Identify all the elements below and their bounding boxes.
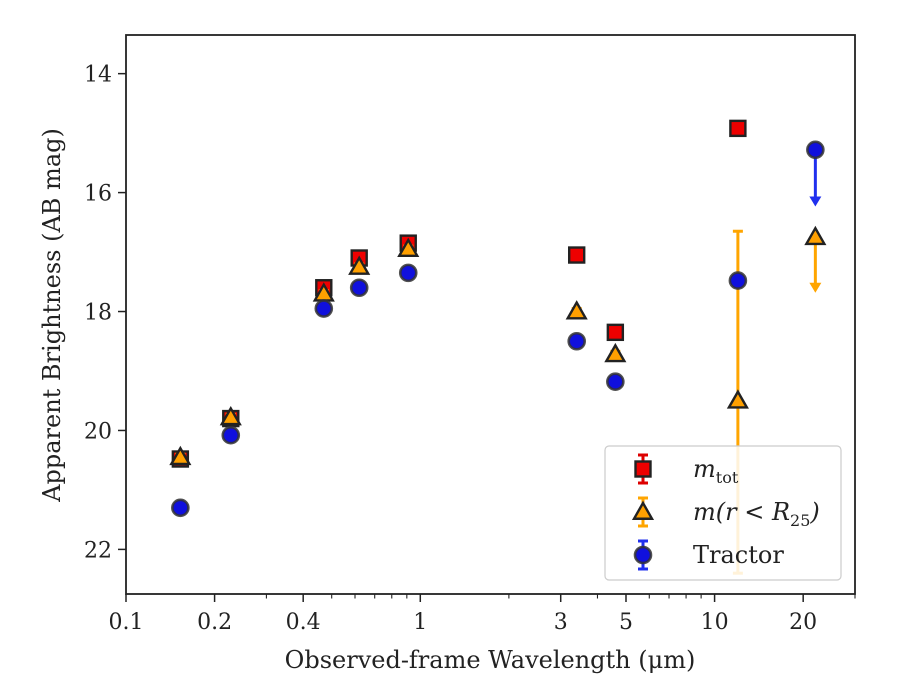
plot-frame bbox=[125, 34, 856, 595]
triangle-marker bbox=[804, 225, 827, 246]
y-tick-label: 14 bbox=[84, 63, 112, 88]
triangle-marker bbox=[219, 405, 242, 426]
circle-marker bbox=[567, 331, 587, 351]
upper-limit-arrowhead bbox=[809, 196, 822, 207]
circle-marker bbox=[728, 271, 748, 290]
triangle-marker bbox=[348, 255, 371, 275]
data-points bbox=[169, 119, 827, 575]
square-marker bbox=[729, 119, 747, 138]
triangle-marker bbox=[726, 389, 749, 409]
x-tick-label: 10 bbox=[701, 610, 729, 635]
x-tick-label: 0.2 bbox=[197, 610, 232, 635]
data-point bbox=[397, 237, 420, 258]
x-tick-label: 3 bbox=[554, 610, 568, 635]
legend-entry: mtot bbox=[634, 453, 739, 487]
data-point bbox=[314, 299, 334, 318]
x-tick-label: 5 bbox=[619, 610, 633, 635]
data-point bbox=[728, 271, 748, 290]
triangle-marker bbox=[631, 500, 655, 520]
point-marker bbox=[349, 278, 369, 298]
legend-marker bbox=[631, 500, 655, 520]
point-marker bbox=[726, 389, 749, 409]
data-point bbox=[604, 342, 627, 363]
point-marker bbox=[567, 331, 587, 351]
y-tick-label: 20 bbox=[84, 419, 112, 444]
legend-marker bbox=[633, 545, 653, 565]
data-point bbox=[606, 323, 625, 342]
point-marker bbox=[606, 372, 625, 391]
data-point bbox=[348, 255, 371, 275]
data-point bbox=[398, 263, 418, 283]
legend-label: mtot bbox=[693, 455, 739, 487]
square-marker bbox=[568, 246, 586, 264]
point-marker bbox=[606, 323, 625, 342]
x-tick-label: 0.1 bbox=[109, 610, 144, 635]
point-marker bbox=[398, 263, 418, 283]
legend-marker bbox=[634, 460, 652, 478]
point-marker bbox=[806, 140, 825, 160]
x-tick-label: 0.4 bbox=[286, 610, 321, 635]
data-point bbox=[729, 119, 747, 138]
data-point bbox=[804, 225, 827, 293]
data-point bbox=[606, 372, 625, 391]
data-point bbox=[806, 140, 825, 207]
point-marker bbox=[804, 225, 827, 246]
triangle-marker bbox=[604, 342, 627, 363]
y-tick-label: 18 bbox=[84, 301, 112, 326]
data-point bbox=[169, 445, 192, 466]
series-mtot bbox=[171, 119, 747, 468]
data-point bbox=[568, 246, 586, 264]
triangle-marker bbox=[397, 237, 420, 258]
x-tick-label: 1 bbox=[413, 610, 427, 635]
legend-entry: m(r < R25) bbox=[631, 496, 820, 530]
square-marker bbox=[606, 323, 625, 342]
point-marker bbox=[729, 119, 747, 138]
triangle-marker bbox=[169, 445, 192, 466]
point-marker bbox=[314, 299, 334, 318]
data-point bbox=[221, 425, 241, 445]
data-point bbox=[171, 498, 190, 518]
circle-marker bbox=[221, 425, 241, 445]
circle-marker bbox=[806, 140, 825, 160]
point-marker bbox=[568, 246, 586, 264]
point-marker bbox=[219, 405, 242, 426]
legend-label: m(r < R25) bbox=[693, 498, 820, 530]
legend: mtot m(r < R25) Tractor bbox=[604, 445, 842, 581]
legend-entry: Tractor bbox=[633, 539, 784, 571]
plot-area bbox=[125, 34, 856, 595]
series-tractor bbox=[171, 140, 825, 518]
legend-box bbox=[604, 445, 842, 581]
point-marker bbox=[348, 255, 371, 275]
data-point bbox=[349, 278, 369, 298]
point-marker bbox=[565, 300, 588, 320]
point-marker bbox=[728, 271, 748, 290]
circle-marker bbox=[398, 263, 418, 283]
point-marker bbox=[221, 425, 241, 445]
axis-ticks: 0.1 0.2 0.4 1 3 5 10 20 14 16 18 20 22 bbox=[84, 63, 856, 635]
data-point bbox=[565, 300, 588, 320]
legend-label: Tractor bbox=[693, 541, 784, 569]
data-point bbox=[219, 405, 242, 426]
x-axis-label: Observed-frame Wavelength (μm) bbox=[285, 646, 696, 674]
circle-marker bbox=[314, 299, 334, 318]
point-marker bbox=[171, 498, 190, 518]
point-marker bbox=[169, 445, 192, 466]
y-tick-label: 22 bbox=[84, 538, 112, 563]
circle-marker bbox=[171, 498, 190, 518]
square-marker bbox=[634, 460, 652, 478]
x-tick-label: 20 bbox=[789, 610, 817, 635]
y-axis-label: Apparent Brightness (AB mag) bbox=[38, 128, 66, 503]
circle-marker bbox=[349, 278, 369, 298]
circle-marker bbox=[633, 545, 653, 565]
data-point bbox=[567, 331, 587, 351]
triangle-marker bbox=[565, 300, 588, 320]
upper-limit-arrowhead bbox=[809, 282, 822, 293]
circle-marker bbox=[606, 372, 625, 391]
y-tick-label: 16 bbox=[84, 182, 112, 207]
point-marker bbox=[604, 342, 627, 363]
point-marker bbox=[397, 237, 420, 258]
